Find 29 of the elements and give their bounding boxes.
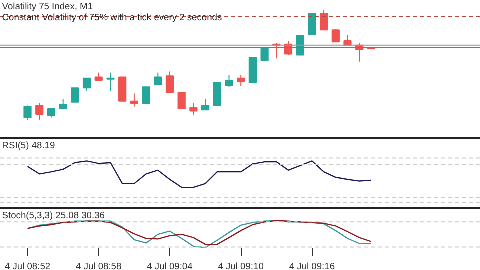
candlestick: [260, 48, 269, 62]
candlestick: [332, 28, 340, 43]
candlestick: [59, 98, 68, 110]
candlestick: [106, 72, 115, 92]
x-tick-label: 4 Jul 09:10: [218, 262, 264, 270]
candlestick: [130, 93, 138, 108]
chart-title: Stoch(5,3,3) 25.08 30.36: [2, 210, 105, 220]
candlestick: [296, 35, 304, 56]
x-tick-label: 4 Jul 08:52: [4, 262, 51, 270]
candlestick: [213, 82, 222, 106]
candlestick: [36, 103, 44, 120]
x-tick-label: 4 Jul 09:16: [289, 262, 336, 270]
x-tick-label: 4 Jul 09:04: [147, 262, 193, 270]
candlestick: [308, 13, 316, 35]
x-tick-label: 4 Jul 08:58: [76, 262, 122, 270]
chart-title: RSI(5) 48.19: [2, 140, 56, 150]
chart-title: Volatility 75 Index, M1: [2, 2, 94, 12]
candlestick: [237, 74, 246, 86]
candlestick: [166, 71, 174, 94]
candlestick: [154, 72, 162, 86]
candlestick: [225, 74, 234, 88]
candlestick: [142, 86, 150, 104]
candlestick: [24, 105, 32, 120]
candlestick: [201, 98, 210, 111]
candlestick: [82, 78, 92, 92]
candlestick: [190, 103, 198, 116]
candlestick: [178, 92, 186, 110]
candlestick: [320, 10, 328, 31]
candlestick: [71, 88, 80, 103]
